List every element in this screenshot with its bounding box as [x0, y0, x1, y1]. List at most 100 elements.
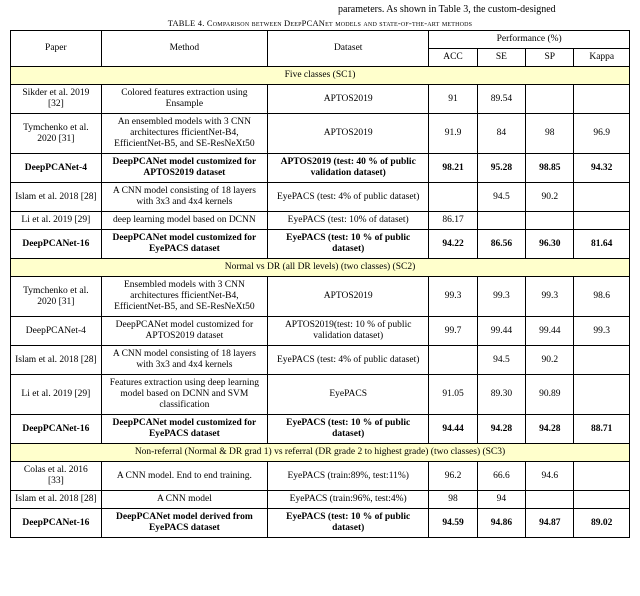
kappa-cell	[574, 212, 630, 230]
paper-cell: Tymchenko et al. 2020 [31]	[11, 114, 102, 154]
paper-cell: Li et al. 2019 [29]	[11, 212, 102, 230]
acc-cell: 91.05	[429, 375, 477, 415]
acc-cell: 99.7	[429, 317, 477, 346]
dataset-cell: EyePACS	[268, 375, 429, 415]
dataset-cell: EyePACS (train:89%, test:11%)	[268, 462, 429, 491]
dataset-cell: APTOS2019 (test: 40 % of public validati…	[268, 154, 429, 183]
th-dataset: Dataset	[268, 31, 429, 67]
paper-cell: Li et al. 2019 [29]	[11, 375, 102, 415]
sp-cell: 90.2	[526, 346, 574, 375]
th-perf: Performance (%)	[429, 31, 630, 49]
sp-cell: 90.2	[526, 183, 574, 212]
sp-cell: 99.3	[526, 277, 574, 317]
kappa-cell	[574, 183, 630, 212]
dataset-cell: APTOS2019	[268, 85, 429, 114]
sp-cell: 98.85	[526, 154, 574, 183]
section-title: Non-referral (Normal & DR grad 1) vs ref…	[11, 444, 630, 462]
dataset-cell: APTOS2019(test: 10 % of public validatio…	[268, 317, 429, 346]
table-row: Colas et al. 2016 [33]A CNN model. End t…	[11, 462, 630, 491]
sp-cell: 98	[526, 114, 574, 154]
acc-cell: 96.2	[429, 462, 477, 491]
se-cell: 99.3	[477, 277, 525, 317]
section-row: Five classes (SC1)	[11, 67, 630, 85]
method-cell: A CNN model consisting of 18 layers with…	[101, 346, 267, 375]
dataset-cell: EyePACS (test: 10 % of public dataset)	[268, 415, 429, 444]
sp-cell: 90.89	[526, 375, 574, 415]
sp-cell	[526, 85, 574, 114]
caption-rest: Comparison between DeepPCANet models and…	[207, 18, 472, 28]
paper-cell: Colas et al. 2016 [33]	[11, 462, 102, 491]
table-caption: TABLE 4. Comparison between DeepPCANet m…	[10, 18, 630, 28]
method-cell: DeepPCANet model derived from EyePACS da…	[101, 509, 267, 538]
paper-cell: Sikder et al. 2019 [32]	[11, 85, 102, 114]
method-cell: Colored features extraction using Ensamp…	[101, 85, 267, 114]
section-row: Normal vs DR (all DR levels) (two classe…	[11, 259, 630, 277]
sp-cell: 94.87	[526, 509, 574, 538]
kappa-cell: 81.64	[574, 230, 630, 259]
method-cell: An ensembled models with 3 CNN architect…	[101, 114, 267, 154]
se-cell: 94.5	[477, 346, 525, 375]
dataset-cell: EyePACS (test: 10 % of public dataset)	[268, 230, 429, 259]
kappa-cell: 99.3	[574, 317, 630, 346]
acc-cell: 94.44	[429, 415, 477, 444]
method-cell: A CNN model. End to end training.	[101, 462, 267, 491]
th-acc: ACC	[429, 49, 477, 67]
preamble-text: parameters. As shown in Table 3, the cus…	[338, 4, 558, 16]
method-cell: A CNN model	[101, 491, 267, 509]
comparison-table: Paper Method Dataset Performance (%) ACC…	[10, 30, 630, 538]
caption-label: TABLE 4.	[168, 18, 205, 28]
sp-cell: 94.28	[526, 415, 574, 444]
table-row: Tymchenko et al. 2020 [31]An ensembled m…	[11, 114, 630, 154]
table-row: DeepPCANet-4DeepPCANet model customized …	[11, 154, 630, 183]
th-kappa: Kappa	[574, 49, 630, 67]
kappa-cell: 89.02	[574, 509, 630, 538]
paper-cell: DeepPCANet-16	[11, 509, 102, 538]
se-cell: 66.6	[477, 462, 525, 491]
paper-cell: DeepPCANet-16	[11, 415, 102, 444]
table-row: Sikder et al. 2019 [32]Colored features …	[11, 85, 630, 114]
acc-cell: 98	[429, 491, 477, 509]
acc-cell: 99.3	[429, 277, 477, 317]
table-row: Li et al. 2019 [29]deep learning model b…	[11, 212, 630, 230]
kappa-cell: 96.9	[574, 114, 630, 154]
th-paper: Paper	[11, 31, 102, 67]
kappa-cell: 88.71	[574, 415, 630, 444]
th-sp: SP	[526, 49, 574, 67]
kappa-cell	[574, 85, 630, 114]
dataset-cell: EyePACS (test: 10 % of public dataset)	[268, 509, 429, 538]
kappa-cell	[574, 491, 630, 509]
method-cell: DeepPCANet model customized for APTOS201…	[101, 154, 267, 183]
table-row: Islam et al. 2018 [28]A CNN model consis…	[11, 346, 630, 375]
se-cell: 99.44	[477, 317, 525, 346]
table-row: Tymchenko et al. 2020 [31]Ensembled mode…	[11, 277, 630, 317]
kappa-cell	[574, 346, 630, 375]
acc-cell	[429, 346, 477, 375]
dataset-cell: EyePACS (test: 10% of dataset)	[268, 212, 429, 230]
dataset-cell: EyePACS (test: 4% of public dataset)	[268, 183, 429, 212]
table-row: Li et al. 2019 [29]Features extraction u…	[11, 375, 630, 415]
paper-cell: DeepPCANet-4	[11, 154, 102, 183]
acc-cell: 91.9	[429, 114, 477, 154]
paper-cell: DeepPCANet-16	[11, 230, 102, 259]
th-se: SE	[477, 49, 525, 67]
se-cell: 89.30	[477, 375, 525, 415]
kappa-cell	[574, 462, 630, 491]
dataset-cell: APTOS2019	[268, 277, 429, 317]
kappa-cell: 98.6	[574, 277, 630, 317]
table-row: DeepPCANet-16DeepPCANet model customized…	[11, 230, 630, 259]
table-row: Islam et al. 2018 [28]A CNN modelEyePACS…	[11, 491, 630, 509]
se-cell: 94.86	[477, 509, 525, 538]
acc-cell: 86.17	[429, 212, 477, 230]
section-title: Five classes (SC1)	[11, 67, 630, 85]
se-cell: 84	[477, 114, 525, 154]
method-cell: DeepPCANet model customized for APTOS201…	[101, 317, 267, 346]
table-body: Five classes (SC1)Sikder et al. 2019 [32…	[11, 67, 630, 538]
acc-cell: 94.59	[429, 509, 477, 538]
se-cell: 94.5	[477, 183, 525, 212]
paper-cell: Islam et al. 2018 [28]	[11, 491, 102, 509]
th-method: Method	[101, 31, 267, 67]
method-cell: Ensembled models with 3 CNN architecture…	[101, 277, 267, 317]
method-cell: A CNN model consisting of 18 layers with…	[101, 183, 267, 212]
method-cell: deep learning model based on DCNN	[101, 212, 267, 230]
table-row: Islam et al. 2018 [28]A CNN model consis…	[11, 183, 630, 212]
